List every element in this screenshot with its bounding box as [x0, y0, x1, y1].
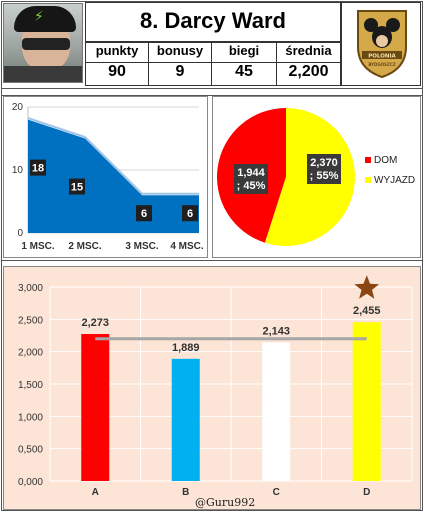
stat-label: średnia [277, 43, 340, 63]
club-logo: POLONIA BYDGOSZCZ [357, 10, 407, 79]
y-tick-label: 0,500 [18, 445, 43, 456]
author-credit: @Guru992 [195, 496, 256, 509]
photo-shirt [4, 66, 82, 82]
bar-a [81, 334, 110, 481]
y-tick-label: 2,000 [18, 348, 43, 359]
pie-percent-label: ; 45% [237, 180, 266, 192]
rider-name-cell: 8. Darcy Ward [85, 2, 341, 42]
bar-data-label: 1,889 [172, 342, 200, 354]
y-tick-label: 1,500 [18, 380, 43, 391]
photo-sunglasses [22, 38, 70, 50]
x-tick-label: A [92, 487, 99, 498]
pie-value-label: 2,370 [310, 157, 338, 169]
x-tick-label: 2 MSC. [68, 241, 102, 252]
x-tick-label: 4 MSC. [170, 241, 204, 252]
y-tick-label: 1,000 [18, 412, 43, 423]
bar-chart-panel: 0,000 0,500 1,000 1,500 2,000 2,500 3,000 2,27… [3, 266, 421, 510]
pie-value-label: 1,944 [237, 167, 265, 179]
x-tick-label: B [182, 487, 189, 498]
stat-srednia: średnia 2,200 [276, 42, 341, 86]
y-tick-label: 0,000 [18, 477, 43, 488]
cap-logo-icon: ⚡ [34, 9, 44, 25]
star-icon [354, 275, 380, 299]
x-tick-label: 1 MSC. [21, 241, 55, 252]
data-label: 15 [71, 182, 83, 194]
y-tick-label: 2,500 [18, 315, 43, 326]
data-label: 6 [187, 208, 193, 220]
stat-punkty: punkty 90 [85, 42, 149, 86]
rider-header: ⚡ 8. Darcy Ward punkty 90 bonusy 9 biegi… [1, 1, 423, 89]
y-tick-label: 3,000 [18, 283, 43, 294]
data-label-box [136, 205, 152, 222]
data-label: 18 [32, 163, 44, 175]
pie-label-box [307, 154, 341, 184]
y-tick-label: 20 [12, 102, 24, 113]
pie-chart-panel: 1,944; 45% 2,370; 55% DOM WYJAZD [212, 96, 421, 258]
pie-chart: 1,944; 45% 2,370; 55% DOM WYJAZD [217, 108, 415, 246]
stat-value: 45 [235, 63, 253, 80]
pie-label-box [234, 164, 268, 194]
rider-photo: ⚡ [3, 3, 83, 83]
stat-label: biegi [212, 43, 276, 63]
rider-stats: punkty 90 bonusy 9 biegi 45 średnia 2,20… [85, 42, 341, 86]
stat-value: 2,200 [288, 63, 329, 80]
area-outline [27, 117, 199, 195]
legend-swatch [365, 157, 371, 163]
x-tick-label: 3 MSC. [125, 241, 159, 252]
pie-percent-label: ; 55% [310, 170, 339, 182]
x-tick-label: C [273, 487, 280, 498]
bar-chart: 0,000 0,500 1,000 1,500 2,000 2,500 3,000 2,27… [18, 275, 413, 498]
legend-label: DOM [374, 155, 397, 166]
stat-value: 9 [175, 63, 185, 80]
area-series [28, 119, 199, 233]
y-tick-label: 10 [12, 165, 24, 176]
data-label-box [69, 178, 85, 195]
data-label-box [182, 205, 198, 222]
club-logo-cell: POLONIA BYDGOSZCZ [341, 2, 421, 86]
bar-data-label: 2,455 [353, 305, 381, 317]
stat-value: 90 [108, 63, 126, 80]
legend-label: WYJAZD [374, 175, 415, 186]
divider [1, 88, 423, 96]
bar-data-label: 2,273 [81, 317, 109, 329]
data-label-box [30, 159, 46, 176]
stat-label: bonusy [149, 43, 211, 63]
x-tick-label: D [363, 487, 370, 498]
legend-swatch [365, 177, 371, 183]
y-tick-label: 0 [17, 228, 23, 239]
area-chart: 0 10 20 18 15 6 6 1 MSC. 2 MSC. 3 MSC. 4 MSC. [12, 102, 204, 252]
data-label: 6 [141, 208, 147, 220]
stat-biegi: biegi 45 [211, 42, 277, 86]
photo-cap [14, 6, 76, 32]
stat-bonusy: bonusy 9 [148, 42, 212, 86]
divider [1, 260, 423, 266]
logo-text-top: POLONIA [368, 54, 396, 60]
stat-label: punkty [86, 43, 148, 63]
rider-name: 8. Darcy Ward [140, 8, 286, 33]
logo-text-bottom: BYDGOSZCZ [368, 62, 395, 67]
bar-b [171, 358, 200, 481]
bar-c [262, 342, 291, 481]
bar-data-label: 2,143 [262, 325, 290, 337]
area-chart-panel: 0 10 20 18 15 6 6 1 MSC. 2 MSC. 3 MSC. 4 MSC. [3, 96, 208, 258]
bar-d [352, 322, 381, 481]
